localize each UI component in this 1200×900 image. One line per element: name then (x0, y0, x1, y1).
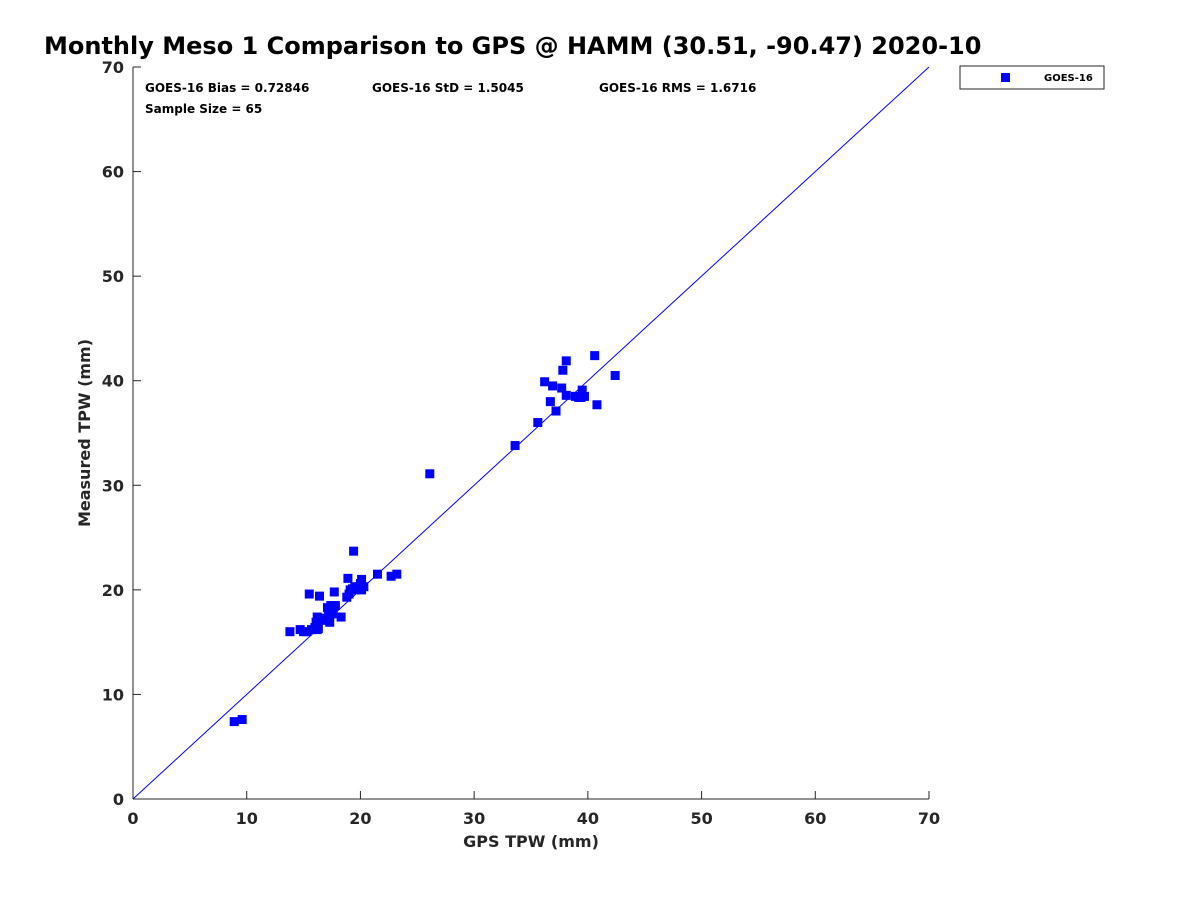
y-tick-label: 20 (102, 581, 124, 600)
data-point (392, 569, 402, 579)
x-tick-label: 10 (236, 809, 258, 828)
chart-title: Monthly Meso 1 Comparison to GPS @ HAMM … (44, 32, 981, 60)
x-axis-ticks: 0 10 20 30 40 50 60 70 (127, 791, 940, 828)
legend-label-goes16: GOES-16 (1044, 73, 1093, 84)
data-point (557, 383, 567, 393)
y-tick-label: 10 (102, 685, 124, 704)
y-tick-label: 60 (102, 163, 124, 182)
data-point (329, 587, 339, 597)
data-point (343, 573, 353, 583)
y-tick-label: 50 (102, 267, 124, 286)
data-point (302, 627, 312, 637)
data-point (548, 381, 558, 391)
x-tick-label: 20 (349, 809, 371, 828)
data-point (330, 601, 340, 611)
scatter-points (229, 351, 620, 727)
legend: GOES-16 (959, 65, 1105, 90)
x-axis-label: GPS TPW (mm) (463, 832, 599, 851)
data-point (237, 715, 247, 725)
data-point (328, 609, 338, 619)
data-point (311, 617, 321, 627)
data-point (304, 589, 314, 599)
x-tick-label: 0 (127, 809, 138, 828)
data-point (325, 617, 335, 627)
data-point (540, 377, 550, 387)
rms-stat: GOES-16 RMS = 1.6716 (599, 81, 756, 95)
legend-marker-goes16 (1001, 73, 1010, 82)
y-tick-label: 40 (102, 372, 124, 391)
x-tick-label: 30 (463, 809, 485, 828)
data-point (324, 608, 334, 618)
data-point (590, 351, 600, 361)
data-point (349, 546, 359, 556)
data-point (372, 569, 382, 579)
data-point (610, 370, 620, 380)
y-tick-label: 0 (113, 790, 124, 809)
data-point (533, 418, 543, 428)
data-point (577, 385, 587, 395)
data-point (312, 612, 322, 622)
x-tick-label: 60 (804, 809, 826, 828)
data-point (313, 624, 323, 634)
data-point (425, 469, 435, 479)
plot-area: 0 10 20 30 40 50 60 70 0 10 20 30 40 50 60 70 (102, 58, 940, 828)
data-point (326, 601, 336, 611)
data-point (579, 391, 589, 401)
y-tick-label: 70 (102, 58, 124, 77)
data-point (314, 591, 324, 601)
y-axis-label: Measured TPW (mm) (75, 339, 94, 527)
x-tick-label: 50 (690, 809, 712, 828)
data-point (561, 390, 571, 400)
data-point (229, 717, 239, 727)
data-point (359, 582, 369, 592)
one-to-one-line (132, 66, 930, 800)
data-point (386, 571, 396, 581)
data-point (551, 406, 561, 416)
data-point (285, 627, 295, 637)
std-stat: GOES-16 StD = 1.5045 (372, 81, 524, 95)
data-point (592, 400, 602, 410)
data-point (357, 574, 367, 584)
y-tick-label: 30 (102, 476, 124, 495)
data-point (558, 365, 568, 375)
x-tick-label: 40 (577, 809, 599, 828)
y-axis-ticks: 0 10 20 30 40 50 60 70 (102, 58, 141, 809)
bias-stat: GOES-16 Bias = 0.72846 (145, 81, 309, 95)
legend-box (959, 65, 1105, 90)
data-point (561, 356, 571, 366)
data-point (545, 397, 555, 407)
data-point (510, 441, 520, 451)
sample-size-stat: Sample Size = 65 (145, 102, 262, 116)
data-point (336, 612, 346, 622)
x-tick-label: 70 (918, 809, 940, 828)
